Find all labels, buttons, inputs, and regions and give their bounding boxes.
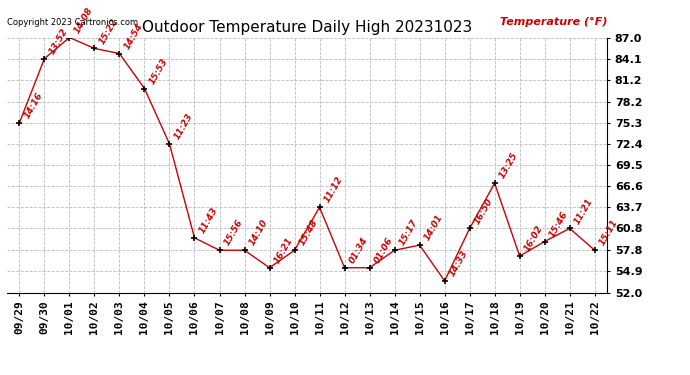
Text: 15:53: 15:53 [147,56,169,86]
Text: 13:25: 13:25 [497,151,520,180]
Text: 14:08: 14:08 [72,5,95,35]
Text: 14:16: 14:16 [22,91,44,120]
Text: 01:34: 01:34 [347,236,369,265]
Text: 16:02: 16:02 [522,224,544,253]
Text: 14:10: 14:10 [247,218,269,248]
Text: 13:52: 13:52 [47,27,69,56]
Text: 16:50: 16:50 [473,196,495,226]
Text: 15:48: 15:48 [297,218,319,248]
Text: 01:06: 01:06 [373,236,395,265]
Text: 15:46: 15:46 [547,209,569,239]
Text: 14:33: 14:33 [447,249,469,278]
Text: 15:11: 15:11 [598,218,620,248]
Text: 11:43: 11:43 [197,206,219,235]
Text: 11:21: 11:21 [573,196,595,226]
Text: 15:22: 15:22 [97,16,119,46]
Text: 15:17: 15:17 [397,218,420,248]
Text: 11:23: 11:23 [172,112,195,141]
Text: 14:54: 14:54 [122,21,144,51]
Title: Outdoor Temperature Daily High 20231023: Outdoor Temperature Daily High 20231023 [142,20,472,35]
Text: Copyright 2023 Cartronics.com: Copyright 2023 Cartronics.com [7,18,138,27]
Text: 16:21: 16:21 [273,236,295,265]
Text: Temperature (°F): Temperature (°F) [500,17,607,27]
Text: 11:12: 11:12 [322,175,344,204]
Text: 14:01: 14:01 [422,213,444,242]
Text: 15:56: 15:56 [222,218,244,248]
